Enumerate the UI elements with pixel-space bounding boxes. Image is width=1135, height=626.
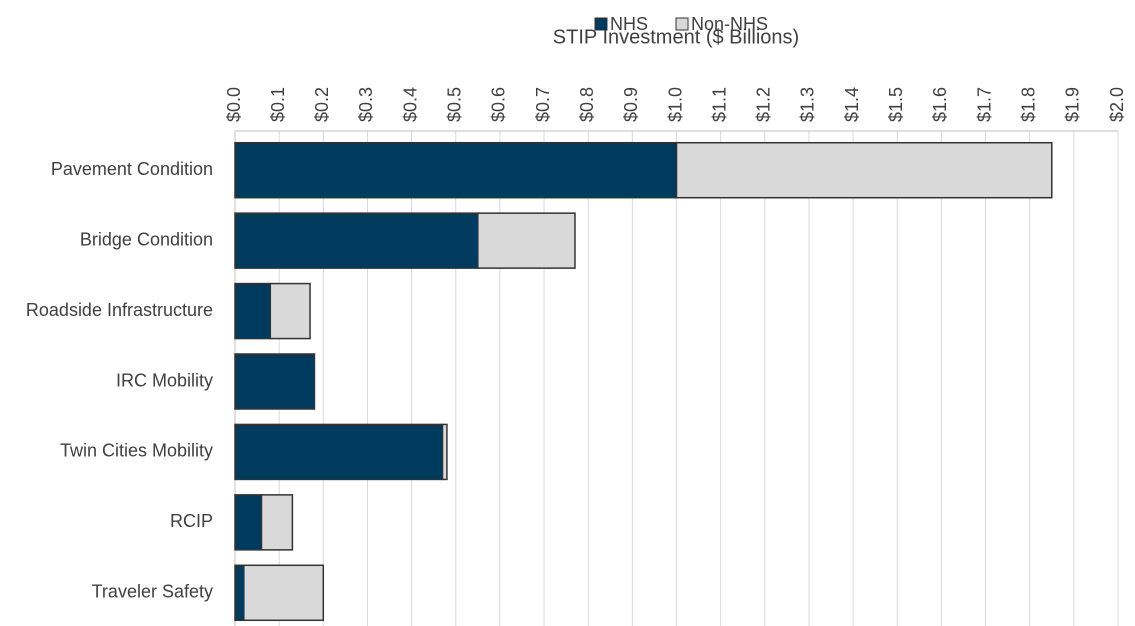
bar: [234, 494, 263, 551]
x-tick-label: $1.1: [709, 87, 729, 122]
x-tick-label: $1.6: [930, 87, 950, 122]
x-tick-label: $0.6: [489, 87, 509, 122]
y-tick-label: Traveler Safety: [92, 582, 213, 602]
x-tick-label: $0.3: [356, 87, 376, 122]
x-tick-label: $1.2: [754, 87, 774, 122]
x-tick-label: $0.2: [312, 87, 332, 122]
y-tick-label: Bridge Condition: [80, 229, 213, 249]
legend-label: NHS: [610, 14, 648, 34]
legend-swatch: [675, 17, 689, 31]
x-tick-label: $2.0: [1107, 87, 1127, 122]
y-tick-label: Pavement Condition: [51, 159, 213, 179]
legend-label: Non-NHS: [691, 14, 768, 34]
x-tick-label: $0.0: [224, 87, 244, 122]
bar: [234, 282, 272, 340]
legend-swatch: [594, 17, 608, 31]
bar: [260, 494, 294, 551]
bar: [234, 141, 678, 199]
x-tick-label: $0.5: [445, 87, 465, 122]
bar: [234, 353, 316, 410]
bar: [234, 564, 245, 622]
bar: [477, 212, 576, 269]
x-tick-label: $0.4: [400, 87, 420, 122]
x-tick-label: $1.9: [1063, 87, 1083, 122]
x-tick-label: $1.3: [798, 87, 818, 122]
x-tick-label: $0.7: [533, 87, 553, 122]
x-tick-label: $1.4: [842, 87, 862, 122]
x-tick-label: $1.5: [886, 87, 906, 122]
y-tick-label: Roadside Infrastructure: [26, 300, 213, 320]
y-tick-label: RCIP: [170, 511, 213, 531]
bar: [234, 212, 479, 269]
y-tick-label: IRC Mobility: [116, 370, 213, 390]
x-tick-label: $1.8: [1018, 87, 1038, 122]
bar: [441, 423, 448, 481]
y-tick-label: Twin Cities Mobility: [60, 441, 213, 461]
bar: [234, 423, 444, 481]
bar: [243, 564, 325, 622]
bar: [675, 141, 1053, 199]
bar: [269, 282, 311, 340]
x-tick-label: $1.0: [665, 87, 685, 122]
x-tick-label: $0.9: [621, 87, 641, 122]
x-tick-label: $1.7: [974, 87, 994, 122]
x-tick-label: $0.8: [577, 87, 597, 122]
x-tick-label: $0.1: [268, 87, 288, 122]
chart-title: STIP Investment ($ Billions): [553, 26, 799, 48]
